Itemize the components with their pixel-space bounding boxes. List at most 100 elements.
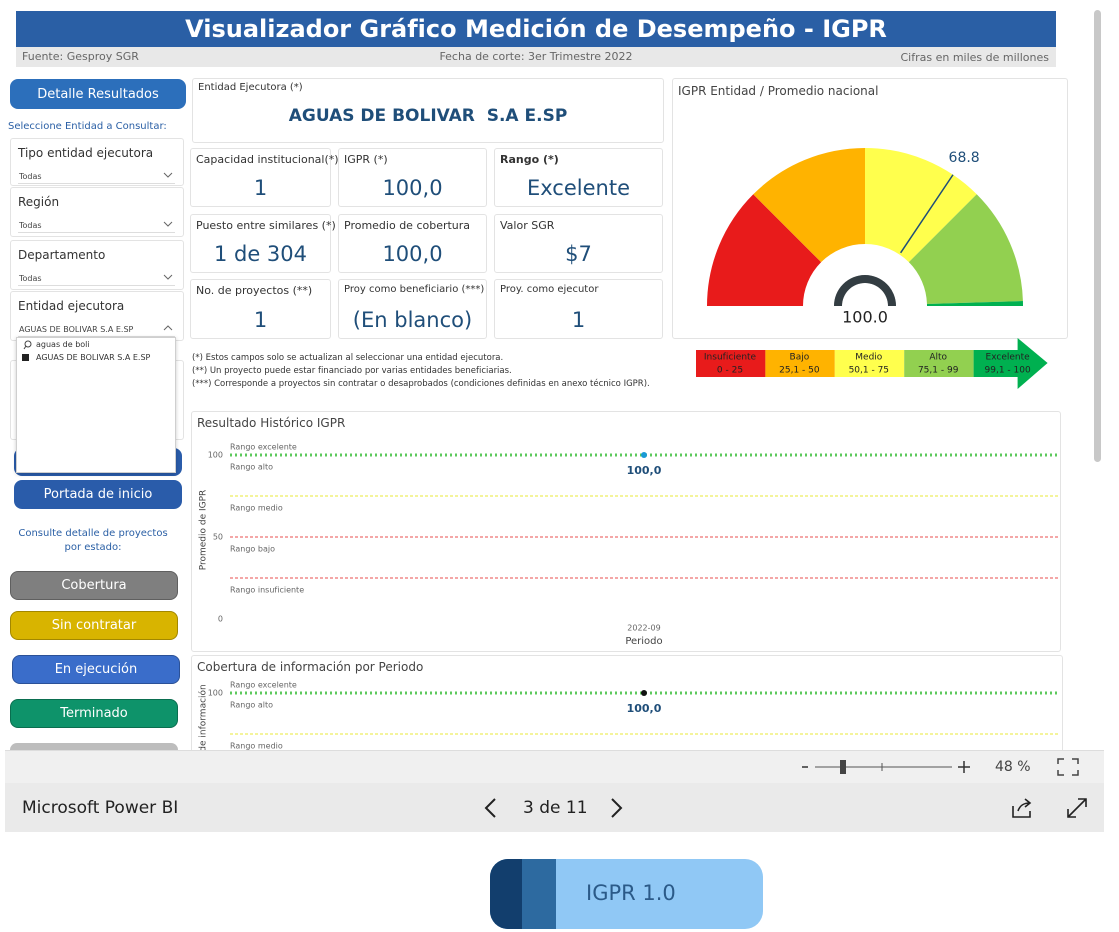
y-tick-label: 50: [213, 533, 223, 542]
kpi-label: Proy como beneficiario (***): [344, 284, 485, 295]
legend-swatch: [904, 350, 974, 377]
dropdown-popup: aguas de boli AGUAS DE BOLIVAR S.A E.SP: [16, 337, 176, 473]
kpi-card: Proy. como ejecutor 1: [494, 279, 663, 339]
chevron: [163, 172, 173, 178]
kpi-value: 100,0: [382, 242, 443, 266]
scrollbar[interactable]: [1094, 10, 1101, 462]
fit-icon[interactable]: [1057, 758, 1079, 776]
legend-name: Excelente: [986, 353, 1031, 363]
app-name: Microsoft Power BI: [22, 798, 179, 818]
gauge-title: IGPR Entidad / Promedio nacional: [678, 84, 879, 98]
gauge-band: [908, 194, 1023, 305]
legend-name: Bajo: [790, 353, 810, 363]
kpi-value: 1: [253, 176, 268, 200]
kpi-card: Puesto entre similares (*) 1 de 304: [190, 214, 336, 273]
legend-swatch: [973, 338, 1048, 389]
visuals: 100.0 68.8 Insuficiente 0 - 25 Bajo 25,1 - 50…: [198, 148, 1058, 751]
next-page[interactable]: [608, 797, 624, 819]
state-button[interactable]: Cobertura: [10, 571, 178, 600]
filter[interactable]: Región Todas: [10, 187, 184, 237]
kpi-card: Rango (*) Excelente: [494, 148, 663, 207]
cutoff-date: Fecha de corte: 3er Trimestre 2022: [439, 50, 633, 63]
coverage-panel: Cobertura de información por Periodo: [191, 655, 1063, 765]
entity-name: AGUAS DE BOLIVAR S.A E.SP: [288, 106, 568, 126]
gauge-band: [865, 148, 977, 263]
state-button[interactable]: Sin contratar: [10, 611, 178, 640]
x-tick-label: 2022-09: [627, 624, 660, 633]
note: (**) Un proyecto puede estar financiado …: [192, 366, 512, 376]
history-panel: Resultado Histórico IGPR: [191, 411, 1061, 652]
kpi-label: Puesto entre similares (*): [196, 219, 336, 232]
legend-range: 25,1 - 50: [779, 366, 820, 376]
data-point: [641, 690, 647, 696]
kpi-value: 1: [571, 308, 586, 332]
zoom-level: 48 %: [995, 759, 1031, 775]
kpi-card: No. de proyectos (**) 1: [190, 279, 331, 339]
detail-button[interactable]: Detalle Resultados: [10, 79, 186, 109]
state-button[interactable]: En ejecución: [12, 655, 180, 684]
gauge-band: [926, 301, 1023, 306]
kpi-value: 1 de 304: [213, 242, 308, 266]
select-prompt: Seleccione Entidad a Consultar:: [8, 121, 167, 132]
search-result[interactable]: AGUAS DE BOLIVAR S.A E.SP: [36, 353, 151, 362]
average-label: 68.8: [949, 150, 980, 166]
average-needle: [900, 174, 954, 254]
state-button[interactable]: Terminado: [10, 699, 178, 728]
kpi-value: (En blanco): [352, 308, 473, 332]
kpi-label: IGPR (*): [344, 153, 388, 166]
x-axis-label: Periodo: [625, 636, 662, 647]
gauge-value-label: 100.0: [842, 308, 888, 327]
checkbox[interactable]: [22, 354, 29, 361]
filter[interactable]: Tipo entidad ejecutora Todas: [10, 138, 184, 186]
tab-label: IGPR 1.0: [586, 881, 676, 905]
projects-prompt: Consulte detalle de proyectos por estado…: [18, 528, 168, 553]
filter-label: Departamento: [18, 248, 106, 262]
data-label: 100,0: [627, 702, 662, 715]
legend-swatch: [834, 350, 905, 377]
fullscreen-icon[interactable]: [1066, 797, 1088, 819]
note: (***) Corresponde a proyectos sin contra…: [192, 379, 650, 389]
band-label: Rango medio: [230, 742, 283, 751]
page-indicator: 3 de 11: [523, 798, 588, 818]
gauge-value: [834, 275, 896, 306]
kpi-card: Proy como beneficiario (***) (En blanco): [338, 279, 487, 339]
source: Fuente: Gesproy SGR: [22, 50, 139, 63]
filter-value: Todas: [19, 172, 42, 181]
home-button[interactable]: Portada de inicio: [14, 480, 182, 509]
page-tab[interactable]: IGPR 1.0: [490, 859, 763, 929]
band-label: Rango insuficiente: [230, 586, 304, 595]
kpi-value: Excelente: [526, 176, 630, 200]
prev-page[interactable]: [483, 797, 499, 819]
hidden-button[interactable]: [10, 743, 178, 750]
legend-range: 99,1 - 100: [985, 366, 1031, 376]
gauge-band: [707, 194, 822, 306]
legend-range: 0 - 25: [717, 366, 743, 376]
chart-title: Cobertura de información por Periodo: [197, 660, 424, 674]
search-icon: [23, 340, 32, 350]
kpi-card: Promedio de cobertura 100,0: [338, 214, 487, 273]
legend-range: 75,1 - 99: [918, 366, 959, 376]
note: (*) Estos campos solo se actualizan al s…: [192, 353, 504, 363]
kpi-label: Promedio de cobertura: [344, 219, 471, 232]
filter[interactable]: Departamento Todas: [10, 240, 184, 290]
kpi-label: Valor SGR: [500, 219, 555, 232]
share-icon[interactable]: [1010, 797, 1034, 819]
kpi-value: $7: [565, 242, 592, 266]
search-input[interactable]: aguas de boli: [36, 340, 90, 349]
filter-value: Todas: [19, 274, 42, 283]
zoom-slider[interactable]: [795, 751, 985, 784]
legend-range: 50,1 - 75: [849, 366, 889, 376]
entity-label: Entidad Ejecutora (*): [198, 82, 303, 93]
kpi-card: Valor SGR $7: [494, 214, 663, 273]
toolbar: Microsoft Power BI 3 de 11: [5, 783, 1104, 832]
chart-title: Resultado Histórico IGPR: [197, 416, 346, 430]
band-label: Rango medio: [230, 504, 283, 513]
kpi-label: No. de proyectos (**): [196, 284, 313, 297]
report-title: Visualizador Gráfico Medición de Desempe…: [16, 11, 1056, 47]
entity-card: Entidad Ejecutora (*) AGUAS DE BOLIVAR S…: [192, 78, 664, 143]
kpi-label: Capacidad institucional(*): [196, 153, 339, 166]
y-tick-label: 100: [208, 689, 223, 698]
band-label: Rango bajo: [230, 545, 275, 554]
